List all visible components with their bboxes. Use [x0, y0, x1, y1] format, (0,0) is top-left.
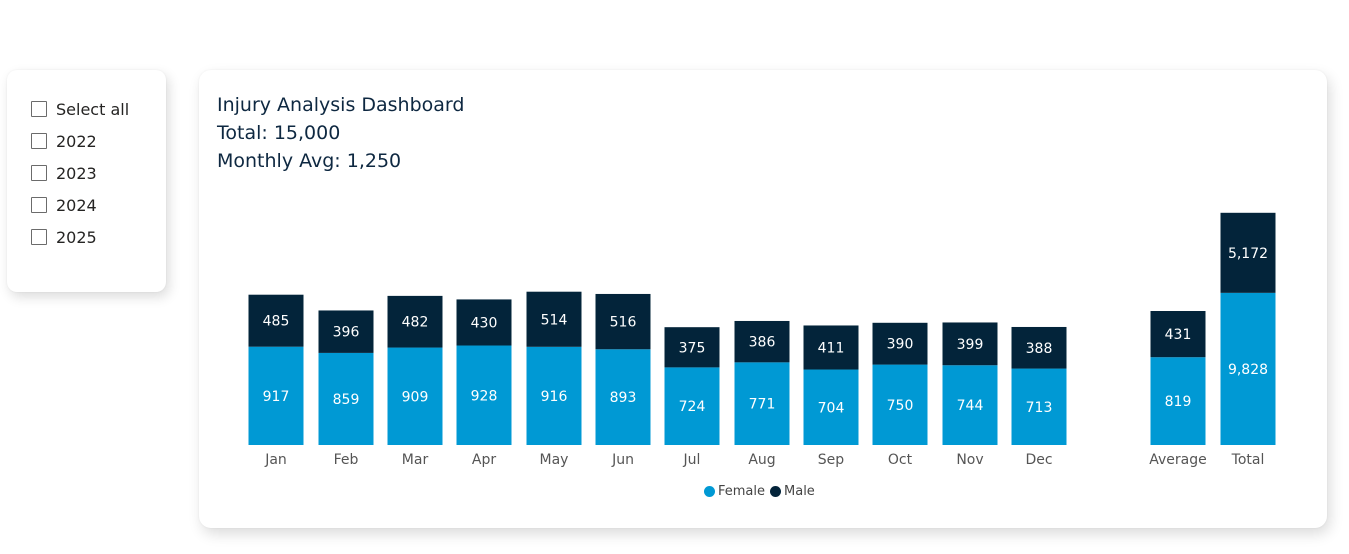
- chart-card: [199, 70, 1327, 528]
- slicer-item-label: 2023: [56, 163, 97, 183]
- slicer-item-2022[interactable]: 2022: [31, 129, 97, 153]
- slicer-item-2025[interactable]: 2025: [31, 225, 97, 249]
- legend-label: Female: [718, 483, 766, 499]
- checkbox-icon[interactable]: [31, 101, 47, 117]
- chart-total-line: Total: 15,000: [217, 122, 341, 144]
- slicer-item-label: 2022: [56, 131, 97, 151]
- slicer-item-label: 2025: [56, 227, 97, 247]
- legend-item-male[interactable]: Male: [770, 484, 815, 499]
- legend-label: Male: [784, 483, 815, 499]
- slicer-item-select-all[interactable]: Select all: [31, 97, 129, 121]
- slicer-item-label: Select all: [56, 99, 130, 119]
- chart-average-line: Monthly Avg: 1,250: [217, 150, 402, 172]
- checkbox-icon[interactable]: [31, 229, 47, 245]
- chart-title: Injury Analysis Dashboard: [217, 94, 465, 116]
- legend-item-female[interactable]: Female: [704, 484, 765, 499]
- chart-legend: Female Male: [704, 482, 820, 500]
- slicer-item-2024[interactable]: 2024: [31, 193, 97, 217]
- checkbox-icon[interactable]: [31, 197, 47, 213]
- legend-dot-icon: [704, 485, 715, 497]
- checkbox-icon[interactable]: [31, 165, 47, 181]
- slicer-item-label: 2024: [56, 195, 97, 215]
- slicer-item-2023[interactable]: 2023: [31, 161, 97, 185]
- legend-dot-icon: [770, 485, 782, 497]
- checkbox-icon[interactable]: [31, 133, 47, 149]
